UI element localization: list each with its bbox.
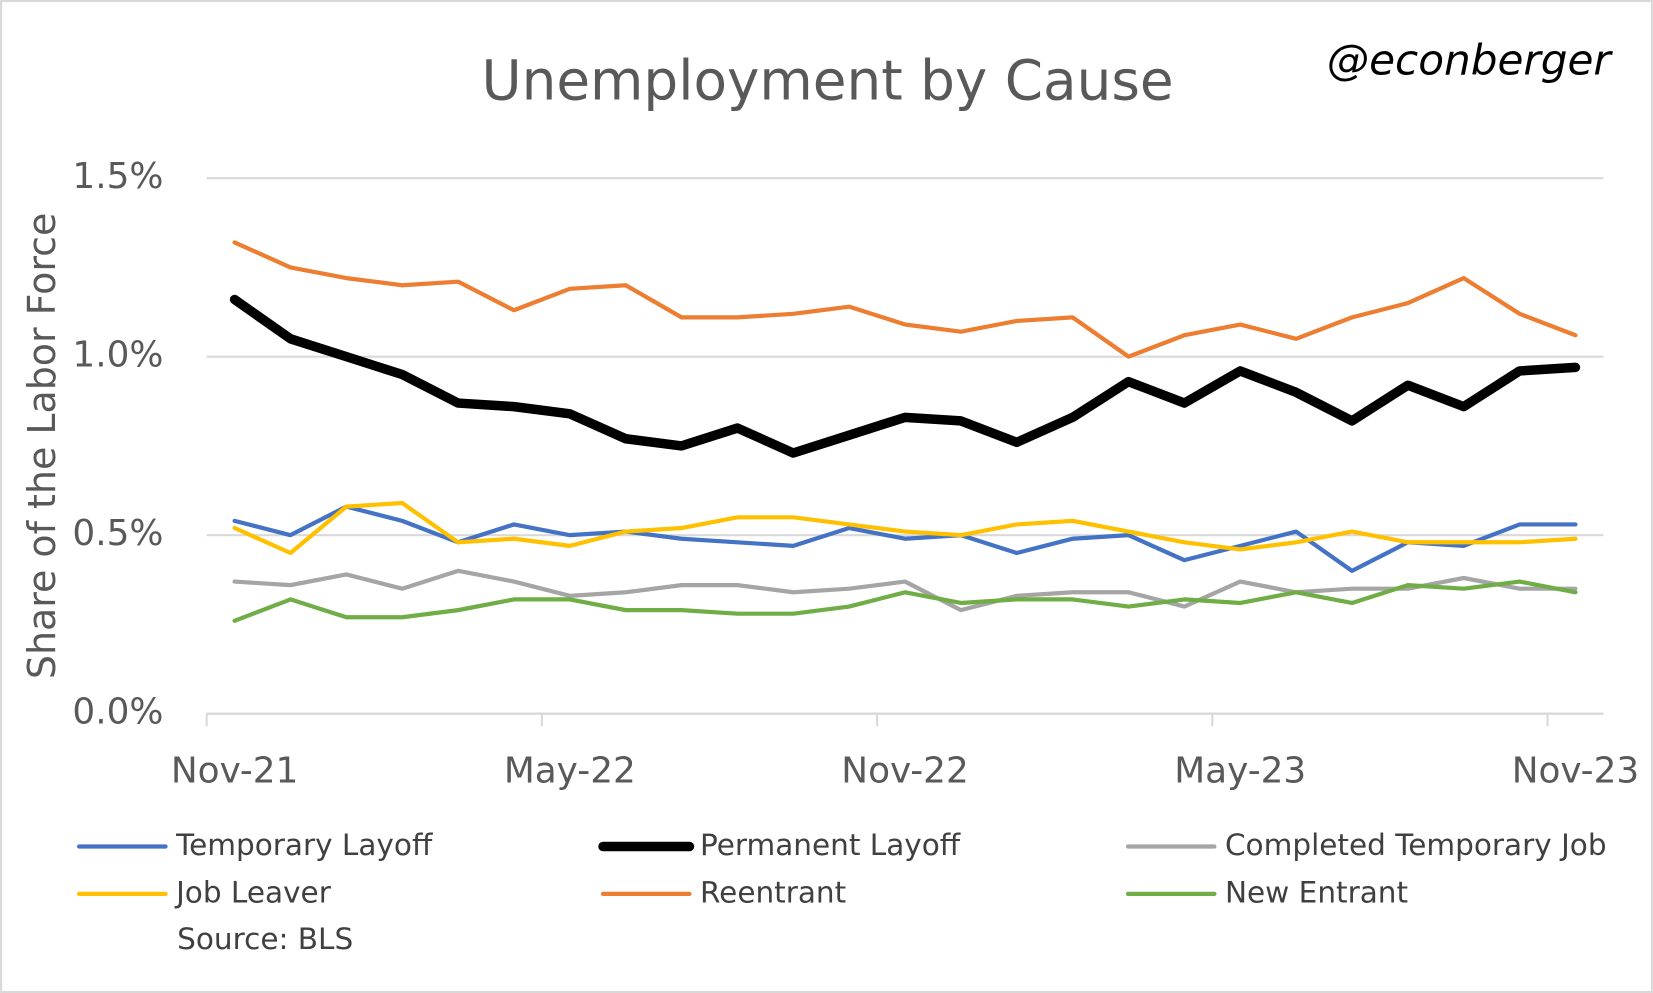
x-tick-label: Nov-23 (1512, 751, 1639, 792)
legend-label: Completed Temporary Job (1225, 828, 1607, 862)
y-axis-label: Share of the Labor Force (20, 213, 64, 679)
legend-label: Reentrant (700, 875, 846, 909)
y-tick-label: 0.5% (72, 513, 163, 554)
series-line (232, 579, 1578, 623)
chart-title: Unemployment by Cause (482, 48, 1174, 112)
source-note: Source: BLS (177, 922, 353, 956)
series-line (232, 240, 1578, 359)
y-tick-label: 0.0% (72, 692, 163, 733)
x-tick-label: May-22 (504, 751, 636, 792)
x-tick-label: Nov-22 (841, 751, 968, 792)
x-tick-label: Nov-21 (171, 751, 298, 792)
y-tick-label: 1.0% (72, 335, 163, 376)
legend-label: Job Leaver (174, 875, 332, 909)
legend-label: Permanent Layoff (700, 828, 961, 862)
legend-label: Temporary Layoff (175, 828, 433, 862)
y-tick-label: 1.5% (72, 156, 163, 197)
annotation: @econberger (1327, 36, 1614, 85)
legend-label: New Entrant (1225, 875, 1408, 909)
series-line (229, 294, 1581, 458)
series-line (232, 500, 1578, 556)
x-tick-label: May-23 (1174, 751, 1306, 792)
series-line (232, 568, 1578, 613)
